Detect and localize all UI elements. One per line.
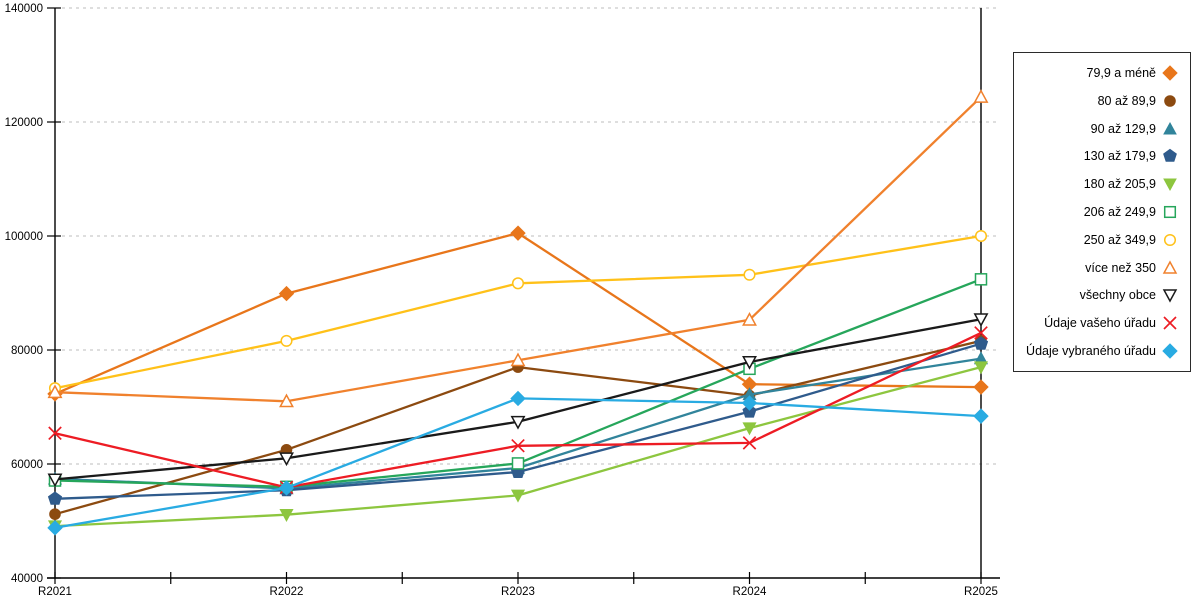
- series-marker-1-R2025: [973, 379, 989, 395]
- x-axis-label: R2025: [964, 586, 998, 598]
- series-marker-10-R2021: [48, 426, 62, 441]
- series-marker-6-R2023: [511, 457, 525, 470]
- series-marker-8-R2021: [47, 384, 63, 399]
- series-marker-11-R2024: [741, 395, 758, 411]
- series-line-6: [53, 278, 983, 488]
- y-axis-label: 60000: [11, 459, 43, 471]
- x-legend-icon: [1163, 316, 1177, 330]
- legend-item-label: 206 až 249,9: [1083, 204, 1156, 219]
- series-marker-11-R2025: [973, 408, 989, 424]
- series-marker-5-R2024: [742, 422, 757, 436]
- x-axis-label: R2023: [501, 586, 535, 598]
- diamond-legend-icon: [1162, 343, 1178, 359]
- series-marker-10-R2024: [742, 436, 757, 450]
- series-marker-5-R2025: [973, 361, 989, 375]
- legend-item: 206 až 249,9: [1014, 199, 1190, 225]
- circle-icon: [1163, 233, 1177, 246]
- triangle-down-legend-icon: [1163, 178, 1177, 192]
- series-marker-11-R2022: [278, 480, 295, 496]
- triangle-down-icon: [1163, 178, 1177, 192]
- series-marker-4-R2025: [973, 336, 989, 350]
- series-marker-11-R2021: [47, 520, 63, 536]
- circle-icon: [1164, 94, 1176, 107]
- triangle-down-icon: [1162, 289, 1178, 303]
- legend-item-label: Údaje vybraného úřadu: [1026, 344, 1156, 359]
- series-marker-4-R2024: [742, 404, 757, 418]
- x-axis-label: R2022: [270, 586, 304, 598]
- legend-item: všechny obce: [1014, 282, 1190, 308]
- pentagon-legend-icon: [1163, 149, 1177, 163]
- circle-legend-icon: [1164, 94, 1176, 107]
- square-legend-icon: [1163, 205, 1177, 219]
- legend-item: 130 až 179,9: [1014, 143, 1190, 169]
- x-axis-label: R2024: [733, 586, 767, 598]
- series-marker-4-R2021: [47, 491, 63, 505]
- series-marker-5-R2022: [279, 509, 294, 522]
- series-marker-7-R2024: [743, 268, 756, 281]
- y-axis-label: 40000: [11, 573, 43, 585]
- legend-item-label: Údaje vašeho úřadu: [1044, 316, 1156, 331]
- series-marker-7-R2023: [511, 277, 525, 290]
- pentagon-icon: [1163, 149, 1177, 163]
- series-marker-7-R2022: [280, 334, 293, 347]
- series-marker-1-R2023: [510, 225, 526, 241]
- legend-item-label: 79,9 a méně: [1086, 65, 1157, 80]
- diamond-legend-icon: [1162, 65, 1178, 81]
- x-axis-label: R2021: [38, 586, 72, 598]
- series-marker-9-R2025: [973, 313, 989, 327]
- legend-item: 79,9 a méně: [1014, 60, 1190, 86]
- legend-item: 90 až 129,9: [1014, 116, 1190, 142]
- legend-item-label: 80 až 89,9: [1097, 93, 1156, 108]
- series-marker-2-R2021: [49, 508, 61, 520]
- series-marker-11-R2023: [510, 390, 526, 407]
- series-marker-7-R2025: [974, 229, 988, 243]
- series-marker-9-R2021: [47, 473, 63, 488]
- legend-item-label: 130 až 179,9: [1083, 149, 1156, 164]
- series-marker-9-R2024: [742, 356, 757, 370]
- y-axis-label: 100000: [5, 231, 43, 243]
- legend-item-label: 250 až 349,9: [1083, 232, 1156, 247]
- legend-item-label: 90 až 129,9: [1090, 121, 1156, 136]
- y-axis-label: 120000: [5, 117, 43, 129]
- triangle-up-legend-icon: [1163, 121, 1177, 135]
- series-marker-9-R2023: [510, 415, 526, 430]
- legend-item: Údaje vašeho úřadu: [1014, 310, 1190, 336]
- series-marker-1-R2022: [278, 285, 295, 302]
- legend-item: 80 až 89,9: [1014, 88, 1190, 114]
- circle-legend-icon: [1163, 233, 1177, 246]
- legend-item: 180 až 205,9: [1014, 171, 1190, 197]
- y-axis-label: 80000: [11, 345, 43, 357]
- chart-legend: 79,9 a méně 80 až 89,9 90 až 129,9 130 až 1…: [1013, 52, 1191, 372]
- series-marker-8-R2024: [742, 312, 757, 326]
- series-marker-6-R2025: [974, 273, 988, 286]
- legend-item: Údaje vybraného úřadu: [1014, 338, 1190, 364]
- x-icon: [1163, 316, 1177, 330]
- series-marker-8-R2022: [279, 393, 294, 408]
- triangle-up-icon: [1162, 260, 1178, 274]
- square-icon: [1163, 205, 1177, 219]
- series-marker-10-R2023: [511, 438, 525, 453]
- y-axis-label: 140000: [5, 3, 43, 15]
- triangle-up-legend-icon: [1162, 260, 1178, 274]
- series-marker-8-R2023: [510, 352, 526, 367]
- legend-item-label: 180 až 205,9: [1083, 177, 1156, 192]
- series-marker-9-R2022: [279, 452, 294, 467]
- diamond-icon: [1162, 343, 1178, 359]
- legend-item-label: více než 350: [1085, 260, 1156, 275]
- series-marker-10-R2025: [974, 326, 988, 340]
- legend-item: více než 350: [1014, 255, 1190, 281]
- triangle-down-legend-icon: [1162, 289, 1178, 303]
- series-marker-5-R2023: [510, 489, 526, 503]
- series-marker-8-R2025: [973, 89, 989, 103]
- legend-item: 250 až 349,9: [1014, 227, 1190, 253]
- legend-item-label: všechny obce: [1079, 288, 1156, 303]
- diamond-icon: [1162, 65, 1178, 81]
- triangle-up-icon: [1163, 121, 1177, 135]
